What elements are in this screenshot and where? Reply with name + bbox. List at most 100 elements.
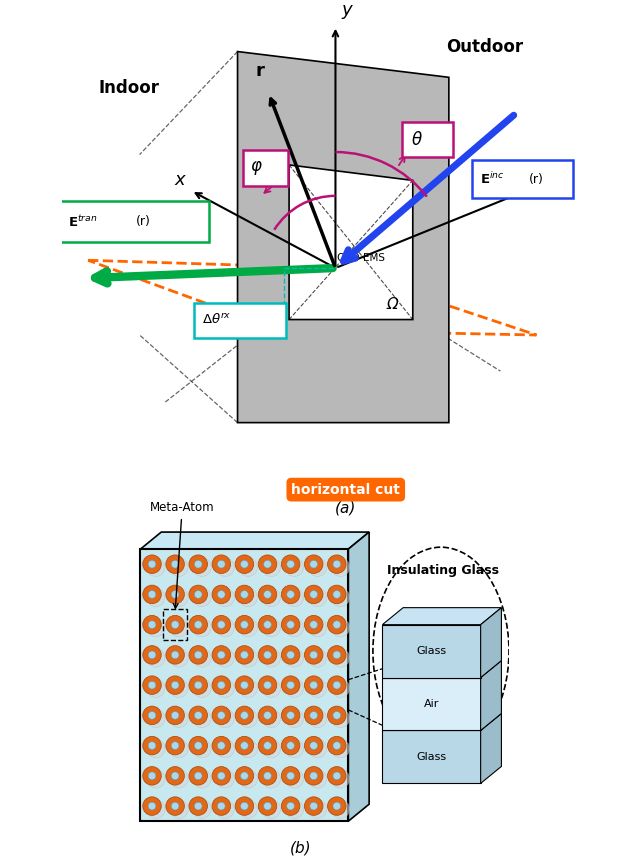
Circle shape <box>195 741 202 750</box>
Circle shape <box>143 706 161 725</box>
Circle shape <box>332 618 350 637</box>
Text: Outdoor: Outdoor <box>446 38 524 56</box>
Circle shape <box>268 564 275 571</box>
Text: $\mathbf{r}$: $\mathbf{r}$ <box>255 62 266 80</box>
Circle shape <box>285 618 303 637</box>
Circle shape <box>268 805 275 813</box>
Circle shape <box>310 621 317 629</box>
Circle shape <box>143 555 161 574</box>
Circle shape <box>285 558 303 576</box>
Circle shape <box>333 802 340 810</box>
Circle shape <box>305 676 323 694</box>
Circle shape <box>195 560 202 568</box>
Circle shape <box>262 679 280 698</box>
Circle shape <box>212 736 230 755</box>
Text: Air: Air <box>424 699 439 709</box>
Text: Ω: Ω <box>387 296 398 312</box>
Circle shape <box>259 676 276 694</box>
Circle shape <box>193 740 211 758</box>
Circle shape <box>195 681 202 689</box>
Circle shape <box>241 651 248 659</box>
Circle shape <box>172 772 179 780</box>
Circle shape <box>333 741 340 750</box>
Circle shape <box>189 555 207 574</box>
Circle shape <box>282 797 300 815</box>
Circle shape <box>337 685 344 692</box>
Polygon shape <box>348 532 369 821</box>
Circle shape <box>259 615 276 634</box>
Circle shape <box>235 646 253 664</box>
Circle shape <box>235 676 253 694</box>
Circle shape <box>332 558 350 576</box>
Circle shape <box>314 805 321 813</box>
FancyBboxPatch shape <box>60 201 209 242</box>
FancyBboxPatch shape <box>194 302 287 338</box>
Circle shape <box>308 558 326 576</box>
Polygon shape <box>382 678 481 730</box>
Circle shape <box>244 624 252 631</box>
Circle shape <box>291 685 298 692</box>
Circle shape <box>143 615 161 634</box>
Circle shape <box>328 585 346 604</box>
Circle shape <box>189 585 207 604</box>
Circle shape <box>239 588 257 606</box>
Circle shape <box>235 797 253 815</box>
Circle shape <box>152 715 159 722</box>
Circle shape <box>328 706 346 725</box>
Circle shape <box>282 615 300 634</box>
Polygon shape <box>237 52 449 423</box>
Circle shape <box>328 797 346 815</box>
Circle shape <box>264 560 271 568</box>
Circle shape <box>172 711 179 719</box>
Circle shape <box>216 710 234 728</box>
Circle shape <box>328 646 346 664</box>
Text: $\theta$: $\theta$ <box>411 131 423 149</box>
Circle shape <box>282 736 300 755</box>
Circle shape <box>189 766 207 785</box>
Circle shape <box>239 710 257 728</box>
Circle shape <box>216 740 234 758</box>
Circle shape <box>195 802 202 810</box>
Text: $\varphi$: $\varphi$ <box>250 159 263 177</box>
Circle shape <box>143 797 161 815</box>
Circle shape <box>314 624 321 631</box>
Circle shape <box>152 775 159 783</box>
Circle shape <box>172 560 179 568</box>
Text: Insulating Glass: Insulating Glass <box>387 564 499 577</box>
Text: (r): (r) <box>136 215 150 228</box>
Circle shape <box>218 651 225 659</box>
Circle shape <box>221 654 229 661</box>
Circle shape <box>262 710 280 728</box>
Circle shape <box>221 715 229 722</box>
Circle shape <box>259 706 276 725</box>
Circle shape <box>198 685 206 692</box>
Text: $x$: $x$ <box>174 172 188 189</box>
Polygon shape <box>382 624 481 678</box>
Circle shape <box>218 711 225 719</box>
Circle shape <box>287 711 294 719</box>
Circle shape <box>189 676 207 694</box>
Circle shape <box>314 745 321 752</box>
Circle shape <box>147 740 165 758</box>
Circle shape <box>235 585 253 604</box>
Circle shape <box>152 805 159 813</box>
Circle shape <box>310 772 317 780</box>
Circle shape <box>241 560 248 568</box>
Circle shape <box>268 685 275 692</box>
Circle shape <box>291 715 298 722</box>
Circle shape <box>221 564 229 571</box>
Circle shape <box>285 588 303 606</box>
Circle shape <box>291 745 298 752</box>
Circle shape <box>244 594 252 601</box>
Circle shape <box>218 621 225 629</box>
Circle shape <box>212 766 230 785</box>
Circle shape <box>333 651 340 659</box>
Circle shape <box>337 594 344 601</box>
Circle shape <box>175 775 183 783</box>
Circle shape <box>282 766 300 785</box>
Circle shape <box>282 555 300 574</box>
Circle shape <box>291 805 298 813</box>
Circle shape <box>241 621 248 629</box>
Circle shape <box>332 588 350 606</box>
Circle shape <box>147 679 165 698</box>
